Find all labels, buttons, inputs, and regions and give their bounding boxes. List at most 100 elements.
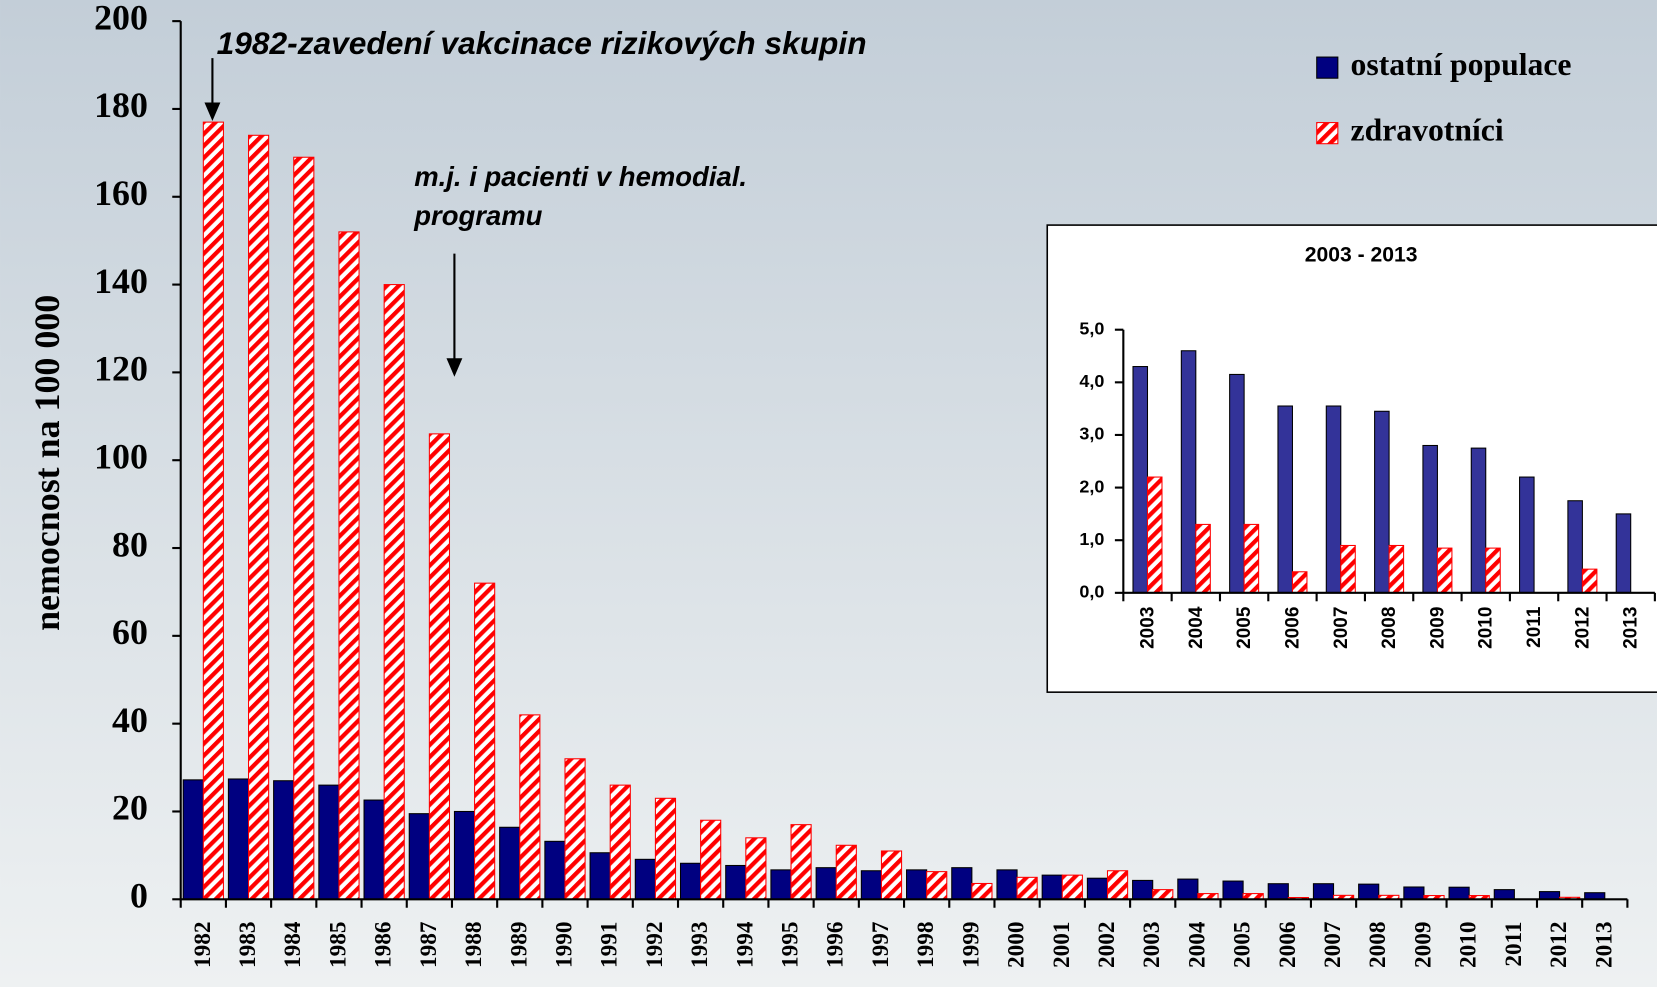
x-tick-label: 1984 xyxy=(280,921,306,968)
bar xyxy=(1448,886,1470,900)
bar xyxy=(182,779,204,900)
bar xyxy=(1388,544,1405,594)
x-tick-label: 1991 xyxy=(597,921,623,967)
y-tick-label: 20 xyxy=(112,788,148,828)
bar xyxy=(499,826,521,900)
bar xyxy=(1615,513,1632,594)
bar xyxy=(609,784,631,900)
bar xyxy=(770,869,792,900)
bar xyxy=(1436,547,1453,594)
y-tick-label: 180 xyxy=(94,85,148,125)
bar xyxy=(408,813,430,900)
bar xyxy=(1086,877,1109,900)
x-tick-label: 1988 xyxy=(461,921,487,967)
x-tick-label: 2013 xyxy=(1621,607,1642,649)
bar xyxy=(519,714,541,900)
bar xyxy=(1291,571,1308,594)
bar xyxy=(1325,405,1342,594)
y-tick-label: 0,0 xyxy=(1079,582,1104,602)
x-tick-label: 2004 xyxy=(1186,606,1207,649)
bar xyxy=(1519,476,1535,594)
inset-frame xyxy=(1046,224,1657,693)
y-tick-label: 1,0 xyxy=(1079,529,1104,549)
bar xyxy=(1229,373,1245,594)
bar xyxy=(1132,366,1149,594)
x-tick-label: 1993 xyxy=(687,921,713,967)
bar xyxy=(589,852,611,900)
x-tick-label: 2010 xyxy=(1456,921,1482,967)
bar xyxy=(564,758,586,900)
bar xyxy=(1470,447,1487,594)
bar xyxy=(906,869,928,900)
bar xyxy=(926,871,948,900)
x-tick-label: 2005 xyxy=(1230,921,1256,967)
x-tick-label: 2012 xyxy=(1572,607,1593,649)
bar xyxy=(293,156,315,900)
x-tick-label: 2009 xyxy=(1427,607,1448,649)
x-tick-label: 2013 xyxy=(1591,921,1617,967)
arrows xyxy=(204,58,463,377)
bar xyxy=(453,810,476,900)
y-tick-label: 140 xyxy=(94,261,148,301)
bar xyxy=(273,780,295,900)
bar xyxy=(1061,874,1083,900)
y-tick-label: 0 xyxy=(130,876,148,916)
bar xyxy=(634,858,656,900)
bar xyxy=(679,862,702,900)
bar xyxy=(1312,883,1335,900)
bar xyxy=(1358,883,1380,900)
bar xyxy=(1403,886,1425,900)
legend-label: zdravotníci xyxy=(1351,112,1504,147)
x-tick-label: 2010 xyxy=(1476,607,1497,649)
bar xyxy=(745,837,767,900)
bar xyxy=(1340,544,1356,594)
y-tick-label: 3,0 xyxy=(1079,424,1104,444)
bar xyxy=(1177,878,1199,900)
x-tick-label: 2008 xyxy=(1365,921,1391,967)
bar xyxy=(248,134,270,900)
bar xyxy=(1195,523,1211,594)
x-tick-label: 2001 xyxy=(1049,921,1075,967)
bar xyxy=(1152,889,1174,900)
x-tick-label: 1982 xyxy=(190,921,216,967)
bar xyxy=(1016,876,1038,900)
bar xyxy=(1277,405,1293,594)
x-tick-label: 2011 xyxy=(1501,921,1527,966)
x-tick-label: 2005 xyxy=(1234,606,1255,649)
x-tick-label: 2003 xyxy=(1139,921,1165,967)
x-tick-label: 1994 xyxy=(732,921,758,968)
bar xyxy=(1243,523,1260,594)
x-tick-label: 2011 xyxy=(1524,606,1545,648)
bar xyxy=(835,844,857,900)
bar xyxy=(338,231,360,900)
legend-label: ostatní populace xyxy=(1351,47,1572,82)
x-tick-label: 2008 xyxy=(1379,607,1400,649)
bar xyxy=(1222,880,1244,900)
y-tick-label: 80 xyxy=(112,524,148,564)
x-tick-label: 2007 xyxy=(1331,607,1352,649)
y-tick-label: 200 xyxy=(94,0,148,37)
bar xyxy=(1146,476,1163,594)
bar xyxy=(474,582,496,900)
annotation: 1982-zavedení vakcinace rizikových skupi… xyxy=(217,25,867,61)
bar xyxy=(1485,547,1501,594)
y-axis-label: nemocnost na 100 000 xyxy=(27,295,67,631)
bar xyxy=(815,867,837,900)
legend-swatch xyxy=(1316,122,1339,145)
bar xyxy=(544,840,566,900)
y-tick-label: 40 xyxy=(112,700,148,740)
bar xyxy=(1374,410,1390,594)
bar xyxy=(428,433,451,900)
x-tick-label: 1996 xyxy=(823,921,849,967)
x-tick-label: 2012 xyxy=(1546,921,1572,967)
bar xyxy=(363,799,385,900)
bar xyxy=(971,882,993,900)
bar xyxy=(1567,500,1583,594)
x-tick-label: 1990 xyxy=(551,921,577,967)
x-tick-label: 2007 xyxy=(1320,921,1346,968)
bar xyxy=(1538,891,1561,900)
bar xyxy=(1106,870,1129,900)
bar xyxy=(790,824,812,900)
